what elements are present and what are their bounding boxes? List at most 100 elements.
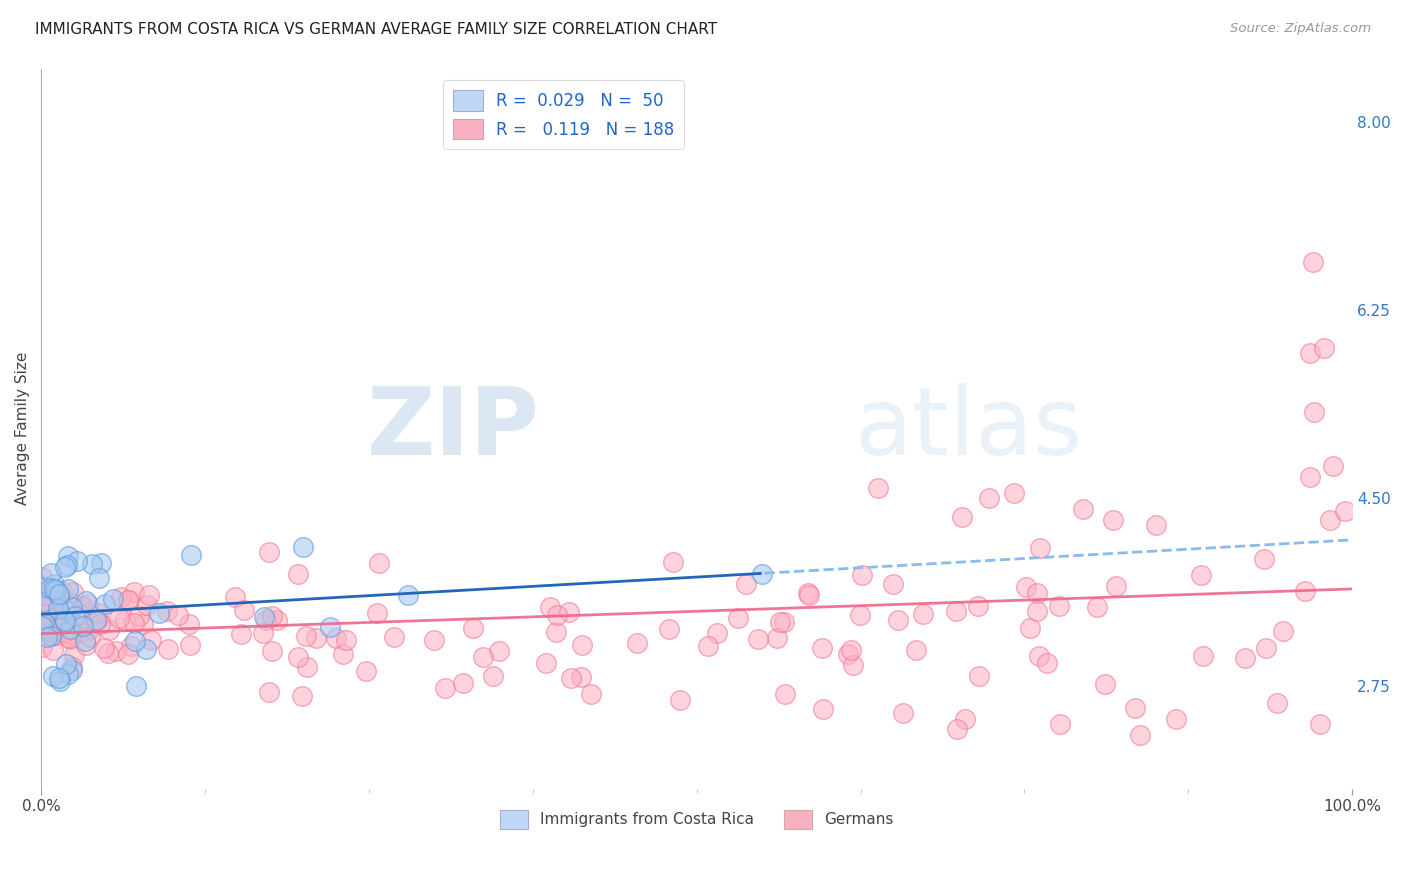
Point [72, 600, 94, 615]
Point [1129, 728, 1152, 742]
Point [253, 609, 276, 624]
Legend: Immigrants from Costa Rica, Germans: Immigrants from Costa Rica, Germans [494, 804, 900, 835]
Point [32, 615, 55, 630]
Point [1026, 586, 1049, 600]
Point [60, 663, 83, 677]
Point [80, 557, 103, 571]
Point [882, 577, 904, 591]
Point [135, 598, 157, 612]
Point [294, 629, 316, 643]
Point [32, 581, 55, 595]
Point [70, 624, 93, 639]
Point [58, 631, 80, 645]
Point [1253, 552, 1275, 566]
Point [84, 613, 107, 627]
Point [893, 706, 915, 721]
Point [868, 481, 890, 495]
Point [1071, 502, 1094, 516]
Point [63, 608, 86, 623]
Point [1322, 459, 1344, 474]
Point [1233, 650, 1256, 665]
Point [658, 622, 681, 636]
Point [58, 549, 80, 564]
Point [979, 491, 1001, 506]
Point [35, 630, 58, 644]
Point [120, 640, 142, 654]
Point [579, 687, 602, 701]
Point [114, 613, 136, 627]
Point [367, 556, 389, 570]
Point [232, 603, 254, 617]
Point [32, 610, 55, 624]
Point [31, 570, 53, 584]
Point [422, 633, 444, 648]
Point [747, 632, 769, 647]
Point [87, 571, 110, 585]
Point [73, 634, 96, 648]
Point [839, 643, 862, 657]
Point [44, 604, 66, 618]
Point [1047, 599, 1070, 613]
Point [60, 660, 83, 674]
Point [58, 667, 80, 681]
Point [969, 669, 991, 683]
Point [156, 604, 179, 618]
Point [1123, 701, 1146, 715]
Point [62, 648, 84, 663]
Point [59, 632, 82, 646]
Point [48, 620, 70, 634]
Point [297, 659, 319, 673]
Point [773, 687, 796, 701]
Point [39, 626, 62, 640]
Point [1085, 600, 1108, 615]
Point [735, 577, 758, 591]
Point [1094, 676, 1116, 690]
Point [1299, 346, 1322, 360]
Point [560, 671, 582, 685]
Point [139, 633, 162, 648]
Point [66, 554, 89, 568]
Point [538, 600, 561, 615]
Point [382, 631, 405, 645]
Point [97, 646, 120, 660]
Point [252, 626, 274, 640]
Point [1309, 717, 1331, 731]
Point [60, 600, 83, 615]
Point [1164, 712, 1187, 726]
Point [318, 620, 340, 634]
Point [53, 560, 76, 574]
Point [1029, 541, 1052, 555]
Point [59, 622, 82, 636]
Point [769, 615, 792, 629]
Point [1002, 486, 1025, 500]
Point [1189, 567, 1212, 582]
Text: ZIP: ZIP [367, 383, 540, 475]
Point [772, 615, 794, 629]
Point [55, 657, 77, 672]
Point [52, 612, 75, 626]
Point [117, 593, 139, 607]
Point [89, 616, 111, 631]
Point [79, 615, 101, 629]
Point [451, 676, 474, 690]
Point [118, 593, 141, 607]
Point [32, 604, 55, 618]
Point [482, 669, 505, 683]
Point [1302, 255, 1324, 269]
Point [1302, 405, 1324, 419]
Point [325, 631, 347, 645]
Point [837, 647, 859, 661]
Point [534, 656, 557, 670]
Point [41, 624, 63, 638]
Point [257, 545, 280, 559]
Point [842, 658, 865, 673]
Point [179, 616, 201, 631]
Point [1272, 624, 1295, 638]
Point [262, 609, 284, 624]
Point [53, 614, 76, 628]
Point [461, 621, 484, 635]
Point [101, 592, 124, 607]
Point [904, 643, 927, 657]
Y-axis label: Average Family Size: Average Family Size [15, 351, 30, 505]
Point [558, 606, 581, 620]
